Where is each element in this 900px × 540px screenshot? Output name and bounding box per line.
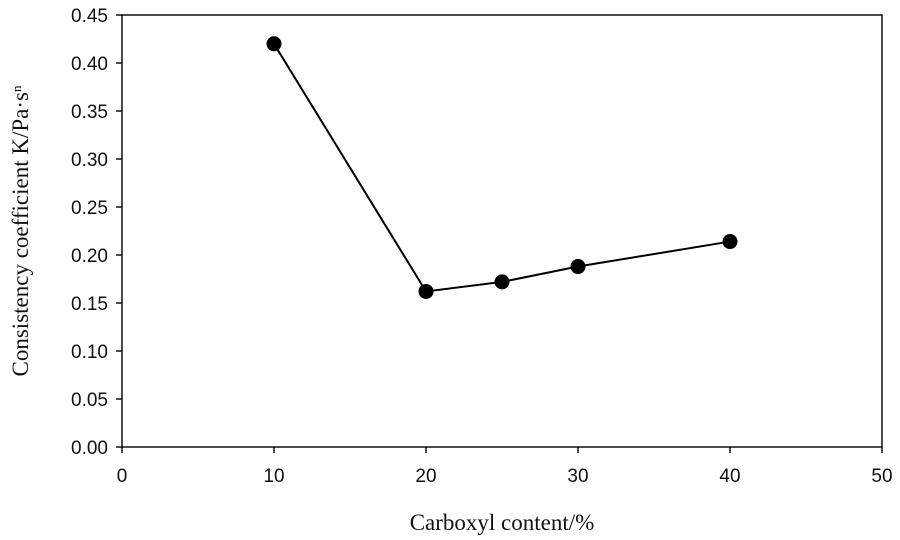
y-tick-label: 0.00	[71, 438, 108, 459]
x-axis-title: Carboxyl content/%	[410, 510, 595, 535]
y-axis: 0.00 0.05 0.10 0.15 0.20 0.25 0.30 0.35 0.40 0.45	[71, 6, 122, 459]
y-tick-label: 0.15	[71, 294, 108, 315]
data-point	[266, 36, 282, 52]
y-axis-title: Consistency coefficient K/Pa·sn	[8, 85, 33, 376]
series-layer	[266, 36, 738, 299]
y-tick-label: 0.10	[71, 342, 108, 363]
x-tick-label: 30	[567, 466, 588, 487]
data-point	[570, 259, 586, 275]
x-tick-label: 20	[415, 466, 436, 487]
x-tick-label: 50	[871, 466, 892, 487]
y-axis-title-superscript: n	[9, 85, 24, 92]
series-line	[273, 43, 731, 293]
y-tick-label: 0.40	[71, 54, 108, 75]
y-tick-label: 0.20	[71, 246, 108, 267]
y-tick-label: 0.45	[71, 6, 108, 27]
data-point	[722, 234, 738, 250]
y-tick-label: 0.25	[71, 198, 108, 219]
x-tick-label: 0	[117, 466, 128, 487]
y-axis-title-group: Consistency coefficient K/Pa·sn	[8, 85, 33, 376]
data-point	[494, 274, 510, 290]
y-axis-title-main: Consistency coefficient K/Pa·s	[8, 92, 33, 377]
x-tick-label: 10	[263, 466, 284, 487]
x-tick-label: 40	[719, 466, 740, 487]
data-point	[418, 283, 434, 299]
y-tick-label: 0.30	[71, 150, 108, 171]
plot-area-frame	[121, 14, 883, 448]
y-tick-label: 0.35	[71, 102, 108, 123]
x-axis: 0 10 20 30 40 50	[117, 447, 893, 487]
y-tick-label: 0.05	[71, 390, 108, 411]
